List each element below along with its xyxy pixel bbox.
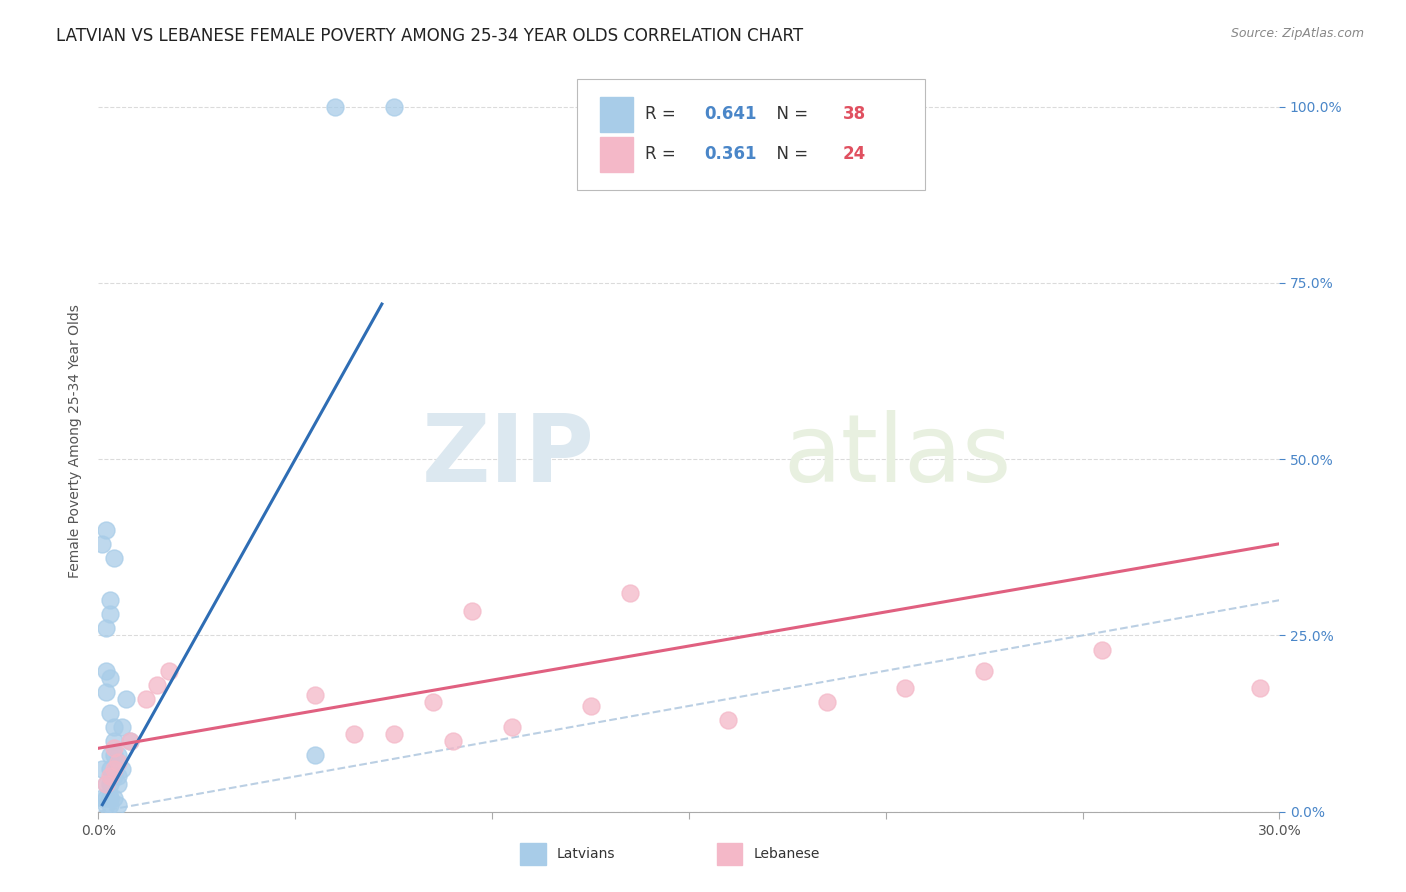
Text: N =: N = — [766, 145, 813, 163]
Point — [441, 734, 464, 748]
FancyBboxPatch shape — [576, 78, 925, 190]
Point — [343, 727, 366, 741]
Text: ZIP: ZIP — [422, 410, 595, 502]
Point — [382, 100, 405, 114]
Point — [98, 593, 121, 607]
FancyBboxPatch shape — [600, 136, 634, 172]
Point — [98, 790, 121, 805]
Point — [815, 695, 838, 709]
Point — [118, 734, 141, 748]
Point — [103, 769, 125, 783]
Text: N =: N = — [766, 105, 813, 123]
Text: 24: 24 — [842, 145, 866, 163]
Point — [973, 664, 995, 678]
Point — [115, 692, 138, 706]
Text: Latvians: Latvians — [557, 847, 616, 861]
Point — [146, 678, 169, 692]
Point — [382, 727, 405, 741]
Point — [103, 748, 125, 763]
Point — [98, 748, 121, 763]
Point — [304, 748, 326, 763]
Point — [98, 763, 121, 777]
Point — [107, 756, 129, 770]
Point — [422, 695, 444, 709]
Point — [107, 748, 129, 763]
Text: 0.361: 0.361 — [704, 145, 756, 163]
Point — [96, 790, 118, 805]
Text: Lebanese: Lebanese — [754, 847, 820, 861]
Point — [103, 734, 125, 748]
Point — [157, 664, 180, 678]
Point — [103, 763, 125, 777]
Point — [107, 769, 129, 783]
Text: 0.641: 0.641 — [704, 105, 756, 123]
Point — [103, 550, 125, 565]
Point — [91, 763, 114, 777]
FancyBboxPatch shape — [600, 96, 634, 132]
Point — [304, 689, 326, 703]
Point — [98, 790, 121, 805]
Point — [96, 621, 118, 635]
Point — [323, 100, 346, 114]
Text: 38: 38 — [842, 105, 866, 123]
Point — [894, 681, 917, 696]
Text: R =: R = — [645, 105, 682, 123]
Point — [98, 797, 121, 812]
Point — [1249, 681, 1271, 696]
Point — [103, 720, 125, 734]
Point — [96, 523, 118, 537]
Point — [91, 790, 114, 805]
Point — [98, 671, 121, 685]
Point — [98, 607, 121, 622]
Point — [98, 706, 121, 720]
Point — [135, 692, 157, 706]
Y-axis label: Female Poverty Among 25-34 Year Olds: Female Poverty Among 25-34 Year Olds — [69, 304, 83, 579]
Text: LATVIAN VS LEBANESE FEMALE POVERTY AMONG 25-34 YEAR OLDS CORRELATION CHART: LATVIAN VS LEBANESE FEMALE POVERTY AMONG… — [56, 27, 803, 45]
Point — [107, 756, 129, 770]
Point — [619, 586, 641, 600]
Point — [98, 776, 121, 790]
Point — [96, 776, 118, 790]
Point — [107, 797, 129, 812]
Point — [96, 797, 118, 812]
Point — [98, 769, 121, 783]
Point — [118, 734, 141, 748]
Text: Source: ZipAtlas.com: Source: ZipAtlas.com — [1230, 27, 1364, 40]
Point — [579, 698, 602, 713]
Point — [111, 720, 134, 734]
Text: R =: R = — [645, 145, 682, 163]
Point — [501, 720, 523, 734]
Point — [96, 664, 118, 678]
Point — [107, 776, 129, 790]
Point — [96, 776, 118, 790]
Point — [461, 604, 484, 618]
Point — [103, 790, 125, 805]
Point — [96, 685, 118, 699]
Point — [1091, 642, 1114, 657]
Text: atlas: atlas — [783, 410, 1012, 502]
Point — [103, 741, 125, 756]
Point — [111, 763, 134, 777]
Point — [91, 537, 114, 551]
Point — [717, 713, 740, 727]
